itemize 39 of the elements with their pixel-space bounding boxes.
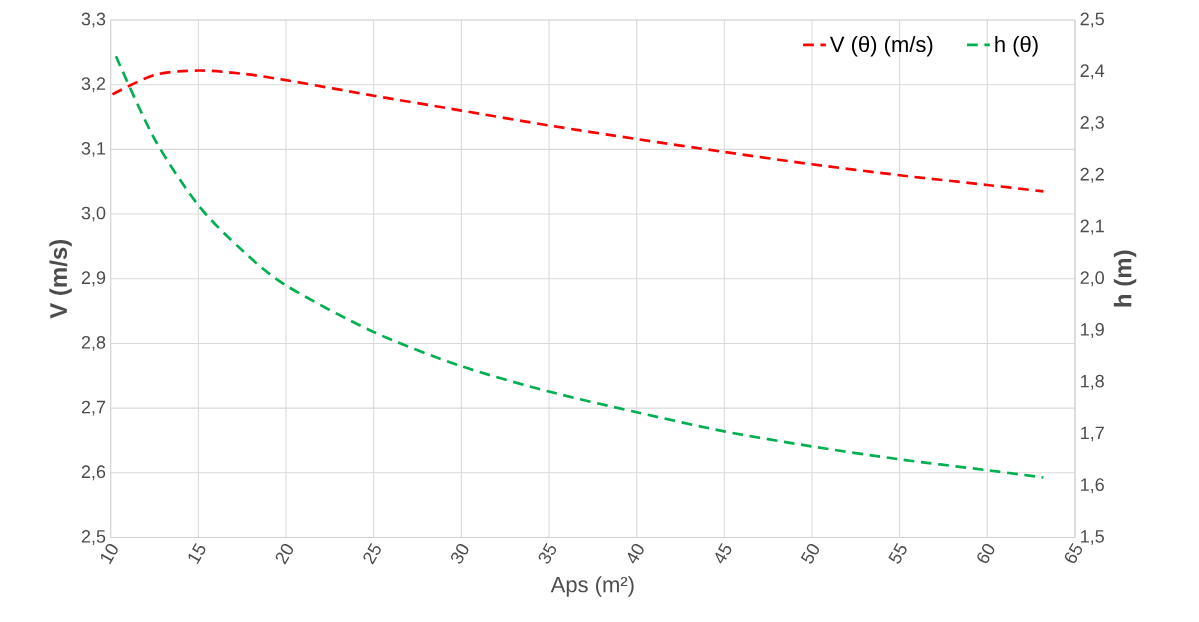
x-tick-label: 50 <box>800 544 819 564</box>
line-series <box>111 69 1045 194</box>
y2-axis-title: h (m) <box>1113 250 1137 307</box>
y-tick-label: 3,1 <box>81 142 106 158</box>
line-series <box>114 55 1045 480</box>
y2-tick-label: 1,7 <box>1081 426 1104 442</box>
x-tick-label: 55 <box>888 543 907 564</box>
legend-label: V (θ) (m/s) <box>829 36 933 57</box>
x-tick-label: 65 <box>1064 543 1083 564</box>
x-tick-label: 25 <box>363 543 381 565</box>
x-tick-label: 30 <box>451 544 469 564</box>
y2-tick-label: 2,5 <box>1080 12 1104 28</box>
y2-tick-label: 2,2 <box>1080 168 1104 183</box>
x-tick-label: 15 <box>188 543 206 565</box>
y-tick-label: 2,8 <box>81 336 106 352</box>
y2-tick-label: 2,3 <box>1080 116 1104 132</box>
y2-tick-label: 1,9 <box>1081 323 1104 339</box>
y-tick-label: 3,3 <box>81 12 106 28</box>
y-tick-label: 2,7 <box>81 400 106 416</box>
y2-tick-label: 1,8 <box>1081 375 1104 390</box>
y2-tick-label: 2,0 <box>1080 271 1105 287</box>
y2-tick-label: 1,5 <box>1081 530 1104 546</box>
y2-tick-label: 2,4 <box>1080 64 1105 80</box>
x-tick-label: 10 <box>101 544 118 565</box>
y-tick-label: 3,2 <box>81 77 106 93</box>
x-axis-title: Aps (m²) <box>550 576 634 597</box>
y-axis-title: V (m/s) <box>49 240 72 319</box>
y-tick-label: 2,9 <box>81 271 106 287</box>
x-tick-label: 35 <box>538 543 557 564</box>
y2-tick-label: 2,1 <box>1080 219 1104 235</box>
legend-label: h (θ) <box>995 36 1038 57</box>
y-tick-label: 3,0 <box>81 206 106 222</box>
x-tick-label: 60 <box>977 544 995 564</box>
y2-tick-label: 1,6 <box>1081 478 1104 494</box>
x-tick-label: 45 <box>715 543 732 564</box>
x-tick-label: 20 <box>275 544 294 565</box>
y-tick-label: 2,5 <box>81 530 106 546</box>
x-tick-label: 40 <box>627 544 644 564</box>
y-tick-label: 2,6 <box>81 465 106 481</box>
